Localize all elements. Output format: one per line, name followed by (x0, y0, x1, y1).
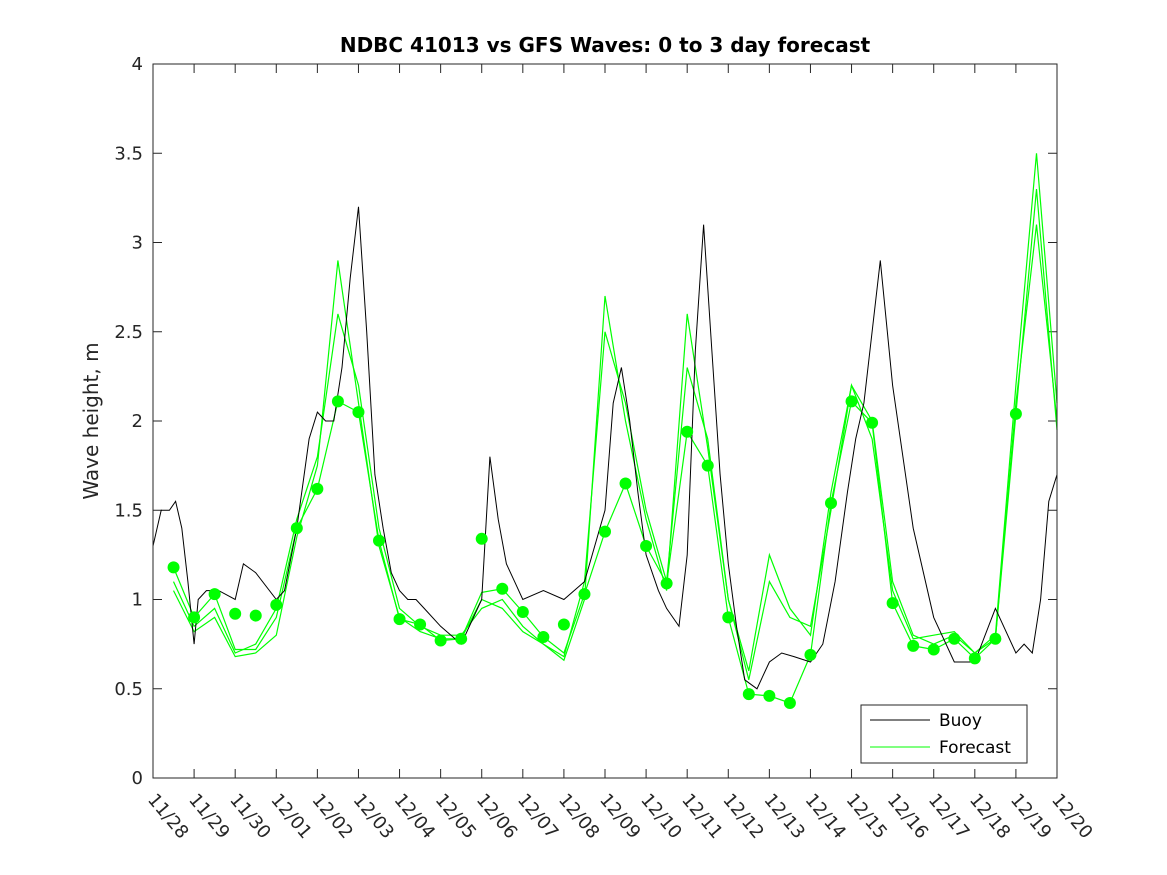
forecast-markers (167, 395, 1022, 710)
forecast-marker (660, 577, 673, 590)
forecast-marker (968, 652, 981, 665)
forecast-marker (763, 689, 776, 702)
forecast-line (172, 188, 1058, 704)
x-tick-label: 12/20 (1047, 790, 1096, 843)
x-tick-label: 12/17 (924, 790, 973, 843)
forecast-marker (270, 598, 283, 611)
forecast-marker (496, 582, 509, 595)
forecast-marker (208, 588, 221, 601)
forecast-marker (804, 648, 817, 661)
forecast-marker (742, 688, 755, 701)
forecast-marker (331, 395, 344, 408)
axis-ticks (152, 63, 1058, 779)
y-tick-label: 1 (132, 590, 143, 611)
forecast-marker (188, 611, 201, 624)
series-layer (152, 153, 1058, 704)
forecast-marker (927, 643, 940, 656)
forecast-marker (886, 597, 899, 610)
y-tick-label: 2 (132, 411, 143, 432)
x-tick-label: 12/16 (883, 790, 932, 843)
x-tick-label: 12/02 (308, 790, 357, 843)
chart-title: NDBC 41013 vs GFS Waves: 0 to 3 day fore… (340, 33, 871, 57)
forecast-marker (352, 406, 365, 419)
y-tick-label: 1.5 (114, 500, 143, 521)
forecast-marker (948, 632, 961, 645)
forecast-marker (619, 477, 632, 490)
forecast-marker (455, 632, 468, 645)
forecast-marker (373, 534, 385, 547)
legend: Buoy Forecast (860, 704, 1028, 764)
forecast-marker (599, 525, 611, 538)
y-axis-label: Wave height, m (79, 342, 103, 499)
forecast-marker (845, 395, 858, 408)
x-tick-label: 12/04 (390, 790, 439, 843)
forecast-marker (722, 611, 735, 624)
forecast-marker (249, 609, 262, 622)
y-tick-label: 3 (132, 233, 143, 254)
forecast-marker (167, 561, 180, 574)
x-tick-label: 12/07 (513, 790, 562, 843)
x-tick-label: 12/09 (595, 790, 644, 843)
x-tick-label: 12/12 (718, 790, 767, 843)
forecast-marker (1009, 407, 1022, 420)
forecast-marker (290, 522, 303, 535)
legend-forecast-label: Forecast (939, 738, 1011, 758)
forecast-marker (414, 618, 427, 631)
plot-frame (152, 63, 1058, 779)
x-tick-labels: 11/2811/2911/3012/0112/0212/0312/0412/05… (143, 790, 1096, 843)
y-tick-label: 2.5 (114, 322, 143, 343)
forecast-marker (475, 532, 488, 545)
y-tick-labels: 0 0.5 1 1.5 2 2.5 3 3.5 4 (114, 54, 143, 789)
y-tick-label: 0.5 (114, 679, 143, 700)
x-tick-label: 12/11 (677, 790, 726, 843)
x-tick-label: 12/15 (842, 790, 891, 843)
forecast-marker (434, 634, 447, 647)
forecast-marker (866, 416, 879, 429)
forecast-line (172, 224, 1058, 680)
buoy-line (152, 206, 1058, 690)
forecast-marker (229, 607, 242, 620)
x-tick-label: 12/18 (965, 790, 1014, 843)
forecast-marker (825, 497, 837, 510)
x-tick-label: 12/08 (554, 790, 603, 843)
x-tick-label: 12/05 (431, 790, 480, 843)
x-tick-label: 12/19 (1006, 790, 1055, 843)
x-tick-label: 12/10 (636, 790, 685, 843)
plot-area (153, 64, 1057, 778)
forecast-marker (907, 639, 920, 652)
forecast-marker (989, 632, 1002, 645)
y-tick-label: 4 (132, 54, 143, 75)
x-tick-label: 12/01 (266, 790, 315, 843)
y-tick-label: 0 (132, 768, 143, 789)
x-tick-label: 11/30 (225, 790, 274, 843)
legend-box (860, 704, 1028, 764)
forecast-marker (681, 425, 694, 438)
forecast-marker (393, 613, 406, 626)
x-tick-label: 12/13 (760, 790, 809, 843)
forecast-marker (557, 618, 570, 631)
forecast-marker (640, 539, 653, 552)
x-tick-label: 11/29 (184, 790, 233, 843)
x-tick-label: 11/28 (143, 790, 192, 843)
x-tick-label: 12/14 (801, 790, 850, 843)
forecast-marker (701, 459, 714, 472)
x-tick-label: 12/06 (472, 790, 521, 843)
forecast-marker (516, 605, 529, 618)
forecast-marker (311, 482, 324, 495)
forecast-marker (537, 630, 550, 643)
x-tick-label: 12/03 (349, 790, 398, 843)
legend-buoy-label: Buoy (939, 711, 982, 731)
y-tick-label: 3.5 (114, 143, 143, 164)
forecast-marker (783, 697, 796, 710)
forecast-marker (578, 588, 591, 601)
